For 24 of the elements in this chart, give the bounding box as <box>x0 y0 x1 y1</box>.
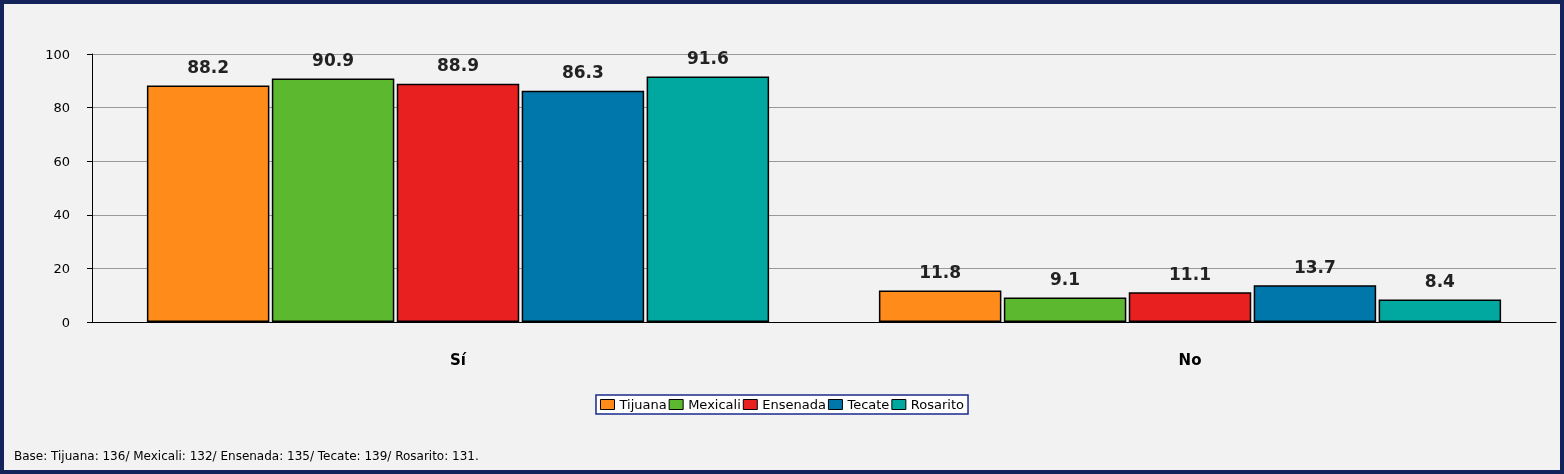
y-tick-label: 80 <box>53 100 70 116</box>
x-tick-label: No <box>1178 350 1202 369</box>
data-label: 11.1 <box>1169 263 1211 284</box>
data-label: 88.9 <box>437 55 479 76</box>
legend-label: Tijuana <box>618 397 667 412</box>
data-label: 8.4 <box>1424 270 1456 291</box>
y-tick-label: 40 <box>53 207 70 223</box>
y-tick-label: 20 <box>53 260 70 276</box>
text: Base: Tijuana: 136/ Mexicali: 132/ Ensenada: 135/ Tecate: 139/ Rosarito: 131. <box>14 449 479 463</box>
data-label: 90.9 <box>312 49 355 70</box>
x-tick-label: Sí <box>450 350 467 369</box>
y-tick-label: 100 <box>45 46 70 62</box>
data-label: 11.8 <box>919 261 962 282</box>
legend-label: Tecate <box>846 397 890 412</box>
legend-label: Ensenada <box>762 397 826 412</box>
data-label: 91.6 <box>686 48 729 69</box>
data-label: 88.2 <box>187 57 230 78</box>
y-tick-label: 0 <box>61 314 70 330</box>
data-label: 13.7 <box>1293 256 1336 277</box>
legend-label: Rosarito <box>910 397 965 412</box>
data-label: 9.1 <box>1050 269 1081 290</box>
y-tick-label: 60 <box>53 153 70 169</box>
data-label: 86.3 <box>561 62 604 83</box>
legend-label: Mexicali <box>688 397 741 412</box>
